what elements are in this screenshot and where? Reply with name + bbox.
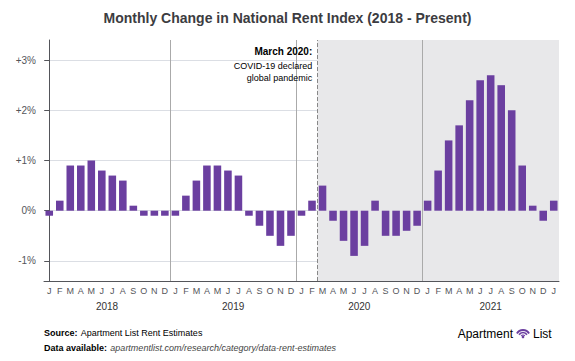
svg-text:O: O (393, 286, 400, 296)
svg-text:global pandemic: global pandemic (247, 73, 313, 83)
svg-text:F: F (435, 286, 441, 296)
svg-text:Data available:: Data available: (44, 343, 107, 353)
svg-text:apartmentlist.com/research/cat: apartmentlist.com/research/category/data… (110, 343, 336, 353)
svg-text:M: M (214, 286, 222, 296)
svg-text:F: F (309, 286, 315, 296)
svg-text:J: J (425, 286, 430, 296)
svg-text:O: O (266, 286, 273, 296)
svg-text:D: D (414, 286, 421, 296)
svg-text:S: S (383, 286, 389, 296)
svg-text:A: A (204, 286, 210, 296)
svg-text:2020: 2020 (348, 301, 371, 312)
svg-text:0%: 0% (22, 205, 37, 216)
svg-text:+2%: +2% (16, 105, 36, 116)
svg-text:A: A (330, 286, 336, 296)
svg-text:+1%: +1% (16, 155, 36, 166)
svg-text:2021: 2021 (480, 301, 503, 312)
svg-text:A: A (372, 286, 378, 296)
svg-text:A: A (120, 286, 126, 296)
svg-text:J: J (299, 286, 304, 296)
svg-text:M: M (445, 286, 453, 296)
svg-text:A: A (456, 286, 462, 296)
svg-text:J: J (173, 286, 178, 296)
svg-text:J: J (488, 286, 493, 296)
svg-text:J: J (236, 286, 241, 296)
svg-text:+3%: +3% (16, 55, 36, 66)
svg-text:J: J (110, 286, 115, 296)
svg-text:A: A (246, 286, 252, 296)
svg-text:N: N (277, 286, 284, 296)
svg-text:J: J (47, 286, 52, 296)
svg-text:List: List (533, 327, 552, 341)
svg-text:Apartment List Rent Estimates: Apartment List Rent Estimates (81, 328, 203, 338)
svg-text:J: J (551, 286, 556, 296)
svg-text:Monthly Change in National Ren: Monthly Change in National Rent Index (2… (104, 10, 472, 26)
svg-text:N: N (529, 286, 536, 296)
svg-text:O: O (140, 286, 147, 296)
svg-text:M: M (319, 286, 327, 296)
svg-text:M: M (67, 286, 75, 296)
svg-text:S: S (256, 286, 262, 296)
svg-text:S: S (130, 286, 136, 296)
svg-text:March 2020:: March 2020: (254, 46, 312, 57)
svg-text:D: D (162, 286, 169, 296)
svg-text:COVID-19 declared: COVID-19 declared (234, 61, 313, 71)
svg-text:M: M (88, 286, 96, 296)
svg-text:M: M (340, 286, 348, 296)
svg-text:J: J (478, 286, 483, 296)
svg-text:2018: 2018 (96, 301, 119, 312)
svg-text:J: J (100, 286, 105, 296)
svg-text:F: F (183, 286, 189, 296)
svg-text:M: M (466, 286, 474, 296)
svg-text:O: O (519, 286, 526, 296)
svg-text:F: F (57, 286, 63, 296)
svg-text:D: D (540, 286, 547, 296)
svg-text:N: N (151, 286, 158, 296)
svg-text:J: J (352, 286, 357, 296)
svg-text:J: J (226, 286, 231, 296)
svg-text:S: S (509, 286, 515, 296)
svg-text:Apartment: Apartment (458, 327, 514, 341)
svg-text:M: M (193, 286, 201, 296)
svg-text:A: A (78, 286, 84, 296)
svg-text:2019: 2019 (222, 301, 245, 312)
svg-text:N: N (403, 286, 410, 296)
svg-text:Source:: Source: (44, 328, 78, 338)
svg-text:D: D (288, 286, 295, 296)
svg-text:J: J (362, 286, 367, 296)
svg-text:-1%: -1% (18, 255, 36, 266)
svg-text:A: A (498, 286, 504, 296)
